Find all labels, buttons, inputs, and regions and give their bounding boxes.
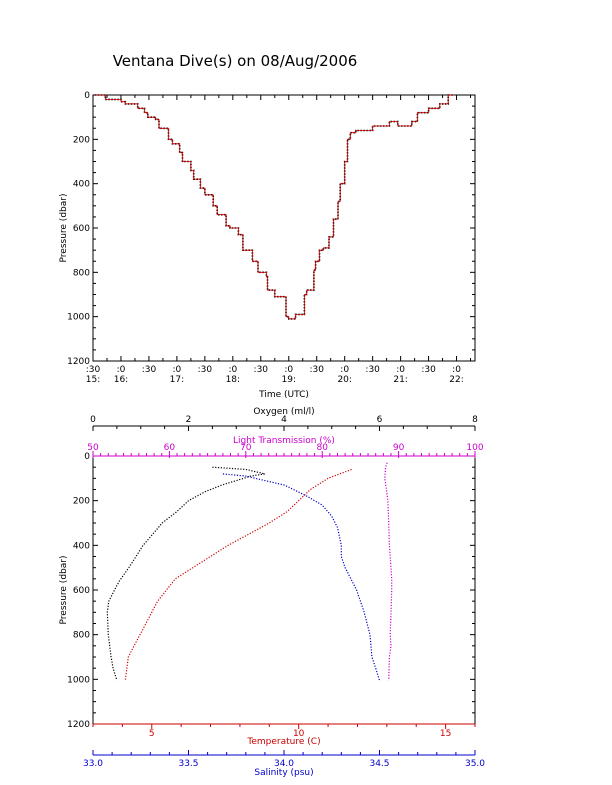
- oxygen-profile: [106, 466, 266, 681]
- ctd-series: [106, 462, 393, 681]
- temperature-profile: [124, 468, 352, 681]
- x-tick-label-minute: :30: [86, 365, 101, 375]
- y-tick-label: 0: [84, 91, 90, 101]
- x-tick-label-minute: :0: [117, 365, 126, 375]
- oxygen-tick-label: 2: [186, 415, 192, 425]
- ctd-y-ticks: 0 200 400 600 800 1000 1200: [67, 452, 475, 730]
- light-transmission-axis: 50 60 70 80 90 100: [87, 443, 484, 458]
- temperature-tick-label: 10: [293, 729, 305, 739]
- light-tick-label: 70: [240, 443, 252, 453]
- light-tick-label: 60: [164, 443, 176, 453]
- x-tick-label-hour: 18:: [226, 375, 240, 385]
- y-tick-label: 1000: [67, 313, 90, 323]
- light_transmission-profile: [384, 462, 393, 681]
- x-tick-label-hour: 17:: [170, 375, 184, 385]
- x-tick-label-minute: :0: [452, 365, 461, 375]
- salinity-tick-label: 34.5: [369, 759, 389, 769]
- dive-profile-chart: Ventana Dive(s) on 08/Aug/2006 0 200 400 60…: [59, 52, 476, 400]
- x-tick-label-minute: :0: [396, 365, 405, 375]
- oxygen-tick-label: 4: [281, 415, 287, 425]
- x-tick-label-minute: :30: [309, 365, 324, 375]
- x-tick-label-hour: 21:: [393, 375, 407, 385]
- light-tick-label: 50: [87, 443, 99, 453]
- y-tick-label: 200: [73, 135, 90, 145]
- oxygen-axis-label: Oxygen (ml/l): [253, 407, 314, 417]
- y-tick-label: 600: [73, 586, 90, 596]
- light-tick-label: 90: [393, 443, 405, 453]
- x-tick-label-hour: 22:: [449, 375, 463, 385]
- y-tick-label: 0: [84, 452, 90, 462]
- salinity-axis: 33.0 33.5 34.0 34.5 35.0: [83, 750, 485, 769]
- x-tick-label-minute: :0: [284, 365, 293, 375]
- salinity-tick-label: 34.0: [274, 759, 294, 769]
- x-tick-label-minute: :30: [421, 365, 436, 375]
- x-tick-label-minute: :30: [365, 365, 380, 375]
- y-tick-label: 1200: [67, 720, 90, 730]
- y-tick-label: 1200: [67, 357, 90, 367]
- salinity-tick-label: 33.5: [178, 759, 198, 769]
- ctd-y-axis-label: Pressure (dbar): [59, 556, 69, 625]
- dive-profile-y-ticks: 0 200 400 600 800 1000 1200: [67, 91, 475, 367]
- dive-profile-x-ticks: :3015::016::30:017::30:018::30:019::30:0…: [86, 95, 472, 385]
- y-tick-label: 400: [73, 180, 90, 190]
- x-tick-label-minute: :30: [254, 365, 269, 375]
- ctd-profile-chart: 0 200 400 600 800 1000 1200 Pressure (dbar) 0 2…: [59, 407, 485, 778]
- salinity-tick-label: 35.0: [465, 759, 485, 769]
- x-tick-label-minute: :30: [142, 365, 157, 375]
- dive-profile-x-axis-label: Time (UTC): [258, 390, 309, 400]
- x-tick-label-minute: :0: [340, 365, 349, 375]
- x-tick-label-hour: 20:: [337, 375, 351, 385]
- x-tick-label-hour: 16:: [114, 375, 128, 385]
- dive-trace-line: [94, 94, 454, 320]
- temperature-axis: 5 10 15: [92, 723, 476, 739]
- y-tick-label: 1000: [67, 675, 90, 685]
- temperature-tick-label: 15: [440, 729, 451, 739]
- x-tick-label-minute: :0: [228, 365, 237, 375]
- light-transmission-axis-label: Light Transmission (%): [233, 436, 335, 446]
- salinity-profile: [222, 473, 381, 681]
- x-tick-label-minute: :30: [198, 365, 213, 375]
- y-tick-label: 200: [73, 497, 90, 507]
- dive-profile-series: [94, 94, 454, 320]
- x-tick-label-minute: :0: [173, 365, 182, 375]
- light-tick-label: 100: [466, 443, 483, 453]
- y-tick-label: 800: [73, 631, 90, 641]
- chart-title: Ventana Dive(s) on 08/Aug/2006: [113, 52, 358, 70]
- oxygen-tick-label: 0: [90, 415, 96, 425]
- temperature-axis-label: Temperature (C): [246, 737, 320, 747]
- x-tick-label-hour: 15:: [86, 375, 100, 385]
- dive-profile-y-axis-label: Pressure (dbar): [59, 194, 69, 263]
- y-tick-label: 800: [73, 268, 90, 278]
- oxygen-tick-label: 8: [472, 415, 478, 425]
- x-tick-label-hour: 19:: [282, 375, 296, 385]
- y-tick-label: 600: [73, 224, 90, 234]
- temperature-tick-label: 5: [149, 729, 155, 739]
- salinity-tick-label: 33.0: [83, 759, 103, 769]
- oxygen-tick-label: 6: [377, 415, 383, 425]
- oxygen-axis: 0 2 4 6 8: [90, 415, 478, 431]
- light-tick-label: 80: [316, 443, 328, 453]
- salinity-axis-label: Salinity (psu): [254, 768, 313, 778]
- y-tick-label: 400: [73, 541, 90, 551]
